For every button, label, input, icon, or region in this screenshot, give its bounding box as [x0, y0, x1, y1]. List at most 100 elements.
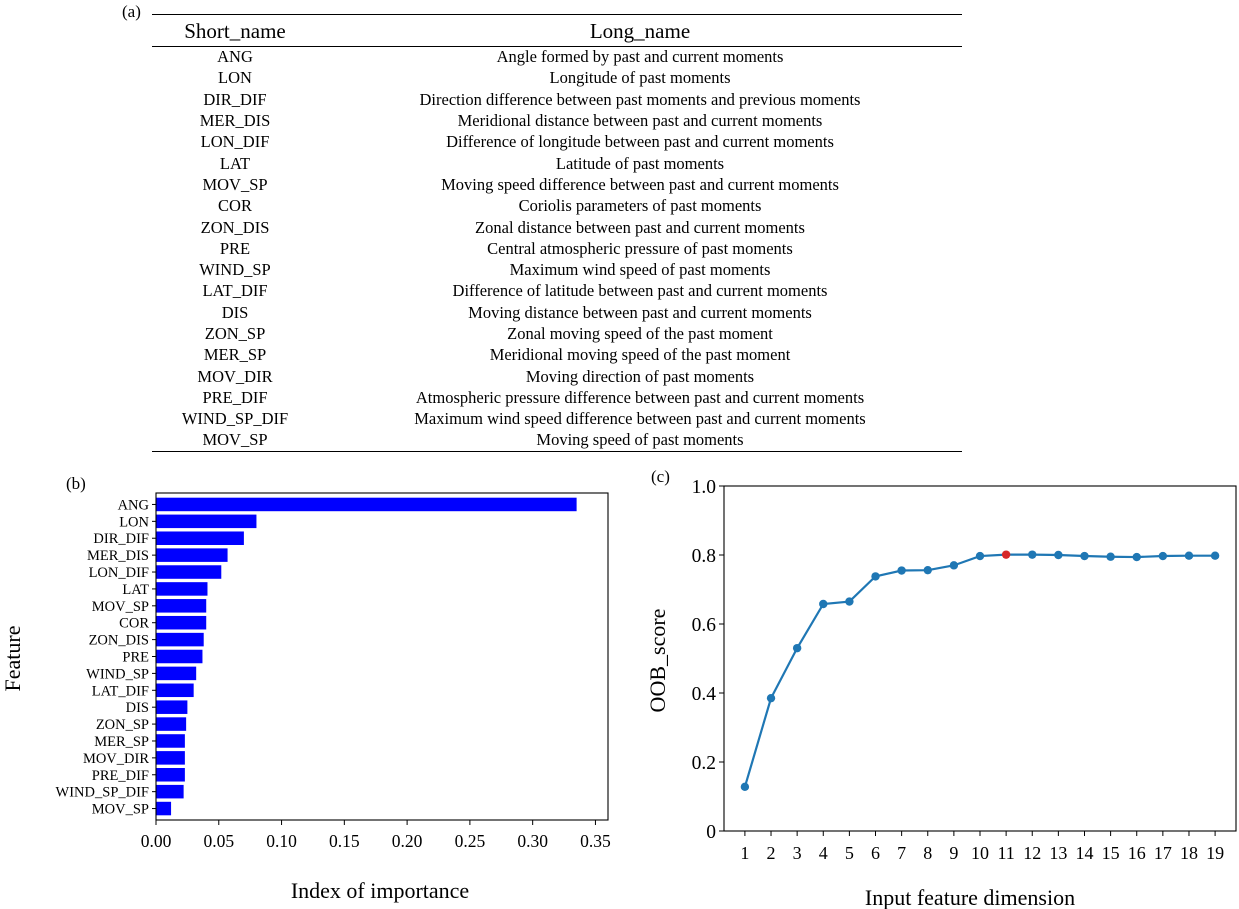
cell-short-name: MOV_SP	[202, 174, 268, 194]
cell-short-name: ZON_DIS	[200, 217, 270, 237]
bar	[156, 514, 257, 529]
y-tick-label: LAT	[122, 582, 149, 598]
cell-long-name: Moving speed of past moments	[536, 430, 744, 450]
x-axis-label: Index of importance	[291, 878, 469, 903]
cell-long-name: Atmospheric pressure difference between …	[415, 387, 865, 407]
table-row: WIND_SP_DIF Maximum wind speed difference…	[152, 408, 962, 429]
data-point	[1080, 551, 1089, 561]
cell-short-name: MER_DIS	[199, 111, 271, 131]
table-header-long-name: Long_name	[589, 18, 691, 43]
y-tick-label: COR	[119, 616, 149, 632]
data-point	[871, 572, 880, 581]
highlight-point	[1001, 550, 1011, 559]
table-row: MOV_DIR Moving direction of past moments	[152, 365, 962, 386]
bar	[156, 784, 184, 799]
x-tick-label: 6	[871, 843, 880, 863]
feature-importance-chart: ANGLONDIR_DIFMER_DISLON_DIFLATMOV_SPCORZ…	[0, 492, 611, 903]
y-tick-label: LAT_DIF	[92, 683, 149, 699]
cell-long-name: Direction difference between past moment…	[419, 89, 861, 109]
x-tick-label: 0.20	[392, 831, 423, 851]
cell-short-name: ANG	[217, 47, 253, 67]
bar	[156, 497, 577, 512]
bar	[156, 734, 185, 748]
cell-long-name: Zonal distance between past and current …	[475, 217, 805, 237]
x-tick-label: 19	[1206, 843, 1224, 863]
table-row: ZON_DIS Zonal distance between past and c…	[152, 216, 962, 237]
cell-long-name: Central atmospheric pressure of past mom…	[487, 238, 793, 258]
feature-definitions-table: Short_name Long_name ANG Angle formed by …	[152, 16, 962, 451]
y-tick-label: MER_DIS	[87, 548, 149, 564]
table-bottom-rule	[152, 451, 962, 452]
cell-short-name: WIND_SP	[199, 260, 271, 280]
cell-short-name: MER_SP	[203, 345, 267, 365]
table-row: MER_DIS Meridional distance between past …	[152, 110, 962, 131]
data-point	[949, 561, 959, 570]
data-point	[1158, 551, 1168, 561]
x-tick-label: 0.30	[517, 831, 548, 851]
plot-frame	[155, 492, 609, 821]
bar	[156, 768, 185, 782]
data-point	[1210, 551, 1220, 560]
table-row: WIND_SP Maximum wind speed of past moment…	[152, 259, 962, 280]
table-row: PRE Central atmospheric pressure of past …	[152, 238, 962, 259]
y-tick-label: MOV_DIR	[83, 751, 149, 767]
y-tick-label: 0.6	[692, 615, 717, 636]
x-tick-label: 8	[923, 843, 932, 863]
panel-label-c: (c)	[651, 467, 670, 486]
table-row: ANG Angle formed by past and current mome…	[152, 46, 962, 67]
bar	[156, 632, 204, 647]
x-tick-label: 12	[1023, 843, 1041, 863]
table-row: LON_DIF Difference of longitude between p…	[152, 131, 962, 152]
y-tick-label: ZON_DIS	[89, 633, 149, 649]
x-tick-label: 14	[1075, 843, 1093, 863]
table-top-rule	[152, 14, 962, 15]
cell-long-name: Angle formed by past and current moments	[496, 47, 784, 67]
y-tick-label: PRE_DIF	[92, 768, 149, 784]
x-tick-label: 1	[740, 843, 749, 863]
series-line	[743, 553, 1216, 788]
data-point	[819, 599, 828, 609]
cell-short-name: WIND_SP_DIF	[181, 409, 289, 429]
cell-long-name: Difference of longitude between past and…	[446, 132, 834, 152]
table-row: LON Longitude of past moments	[152, 67, 962, 88]
cell-short-name: DIS	[221, 302, 249, 322]
bar	[156, 599, 207, 613]
cell-long-name: Moving direction of past moments	[525, 366, 755, 386]
y-tick-label: 0.2	[692, 753, 716, 774]
cell-short-name: LAT_DIF	[202, 281, 268, 301]
table-row: LAT_DIF Difference of latitude between pa…	[152, 280, 962, 301]
x-tick-label: 0.00	[141, 831, 172, 851]
bar	[156, 666, 197, 681]
data-point	[740, 782, 750, 792]
cell-short-name: PRE	[219, 238, 251, 258]
cell-long-name: Zonal moving speed of the past moment	[507, 324, 773, 343]
cell-short-name: PRE_DIF	[202, 387, 268, 407]
cell-short-name: LON	[218, 68, 252, 88]
bar	[156, 717, 187, 731]
y-axis-label: OOB_score	[645, 609, 670, 713]
cell-long-name: Maximum wind speed of past moments	[509, 260, 771, 280]
y-tick-label: LON_DIF	[89, 565, 149, 581]
table-row: COR Coriolis parameters of past moments	[152, 195, 962, 216]
data-point	[1054, 550, 1063, 560]
bar	[156, 801, 172, 816]
x-tick-label: 16	[1128, 843, 1146, 863]
data-point	[845, 597, 854, 606]
x-tick-label: 18	[1180, 843, 1198, 863]
cell-short-name: LAT	[219, 153, 251, 173]
bar	[156, 700, 188, 714]
panel-label-a: (a)	[122, 2, 141, 21]
plot-frame	[723, 485, 1237, 832]
x-tick-label: 3	[793, 843, 802, 863]
cell-long-name: Longitude of past moments	[549, 68, 731, 88]
y-tick-label: LON	[119, 514, 149, 530]
table-row: MOV_SP Moving speed difference between pa…	[152, 174, 962, 195]
cell-long-name: Difference of latitude between past and …	[452, 281, 828, 301]
y-tick-label: 0.8	[692, 546, 716, 567]
cell-long-name: Maximum wind speed difference between pa…	[414, 409, 866, 429]
bar	[156, 683, 194, 698]
y-tick-label: DIS	[126, 700, 149, 716]
cell-long-name: Moving distance between past and current…	[468, 302, 812, 322]
cell-short-name: ZON_SP	[204, 324, 266, 343]
x-tick-label: 0.35	[580, 831, 611, 851]
